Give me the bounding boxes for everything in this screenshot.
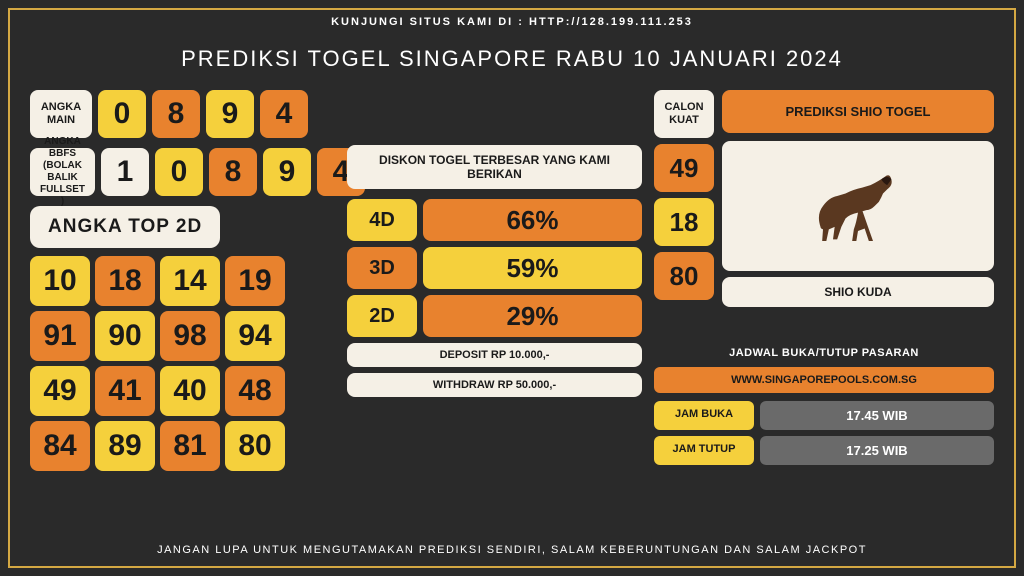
diskon-val-0: 66%	[423, 199, 642, 241]
bbfs-num-0: 1	[101, 148, 149, 196]
top2d-cell-9: 41	[95, 366, 155, 416]
diskon-val-2: 29%	[423, 295, 642, 337]
bbfs-num-1: 0	[155, 148, 203, 196]
angka-main-num-3: 4	[260, 90, 308, 138]
column-right: CALON KUAT 49 18 80 PREDIKSI SHIO TOGEL SH…	[654, 90, 994, 471]
top2d-cell-1: 18	[95, 256, 155, 306]
withdraw-text: WITHDRAW RP 50.000,-	[347, 373, 642, 397]
top2d-cell-11: 48	[225, 366, 285, 416]
angka-main-label: ANGKA MAIN	[30, 90, 92, 138]
jadwal-tutup-row: JAM TUTUP 17.25 WIB	[654, 436, 994, 465]
horse-icon	[808, 161, 908, 251]
bbfs-row: ANGKA BBFS (BOLAK BALIK FULLSET ) 10894	[30, 148, 335, 196]
diskon-key-2: 2D	[347, 295, 417, 337]
shio-title: PREDIKSI SHIO TOGEL	[722, 90, 994, 133]
column-left: ANGKA MAIN 0894 ANGKA BBFS (BOLAK BALIK …	[30, 90, 335, 471]
top2d-cell-3: 19	[225, 256, 285, 306]
deposit-text: DEPOSIT RP 10.000,-	[347, 343, 642, 367]
diskon-label: DISKON TOGEL TERBESAR YANG KAMI BERIKAN	[347, 145, 642, 189]
jam-tutup-value: 17.25 WIB	[760, 436, 994, 465]
top2d-cell-4: 91	[30, 311, 90, 361]
diskon-key-1: 3D	[347, 247, 417, 289]
shio-name: SHIO KUDA	[722, 277, 994, 307]
top2d-cell-2: 14	[160, 256, 220, 306]
jadwal-title: JADWAL BUKA/TUTUP PASARAN	[654, 347, 994, 359]
top2d-cell-6: 98	[160, 311, 220, 361]
top2d-cell-5: 90	[95, 311, 155, 361]
angka-main-num-2: 9	[206, 90, 254, 138]
shio-section: CALON KUAT 49 18 80 PREDIKSI SHIO TOGEL SH…	[654, 90, 994, 307]
shio-image	[722, 141, 994, 271]
bbfs-label: ANGKA BBFS (BOLAK BALIK FULLSET )	[30, 148, 95, 196]
top2d-cell-12: 84	[30, 421, 90, 471]
jadwal-buka-row: JAM BUKA 17.45 WIB	[654, 401, 994, 430]
jadwal-url: WWW.SINGAPOREPOOLS.COM.SG	[654, 367, 994, 393]
jam-buka-label: JAM BUKA	[654, 401, 754, 430]
top2d-label: ANGKA TOP 2D	[30, 206, 220, 248]
angka-main-num-0: 0	[98, 90, 146, 138]
footer-text: JANGAN LUPA UNTUK MENGUTAMAKAN PREDIKSI …	[10, 544, 1014, 556]
content: ANGKA MAIN 0894 ANGKA BBFS (BOLAK BALIK …	[10, 90, 1014, 471]
calon-num-1: 18	[654, 198, 714, 246]
jadwal-section: JADWAL BUKA/TUTUP PASARAN WWW.SINGAPOREP…	[654, 347, 994, 465]
top2d-cell-14: 81	[160, 421, 220, 471]
topbar-text: KUNJUNGI SITUS KAMI DI : HTTP://128.199.…	[10, 10, 1014, 34]
calon-num-2: 80	[654, 252, 714, 300]
top2d-cell-7: 94	[225, 311, 285, 361]
calon-label: CALON KUAT	[654, 90, 714, 138]
calon-column: CALON KUAT 49 18 80	[654, 90, 714, 307]
top2d-cell-13: 89	[95, 421, 155, 471]
bbfs-num-2: 8	[209, 148, 257, 196]
diskon-val-1: 59%	[423, 247, 642, 289]
shio-column: PREDIKSI SHIO TOGEL SHIO KUDA	[722, 90, 994, 307]
top2d-cell-15: 80	[225, 421, 285, 471]
diskon-key-0: 4D	[347, 199, 417, 241]
jam-tutup-label: JAM TUTUP	[654, 436, 754, 465]
diskon-row-0: 4D66%	[347, 199, 642, 241]
diskon-row-2: 2D29%	[347, 295, 642, 337]
main-frame: KUNJUNGI SITUS KAMI DI : HTTP://128.199.…	[8, 8, 1016, 568]
angka-main-row: ANGKA MAIN 0894	[30, 90, 335, 138]
top2d-cell-0: 10	[30, 256, 90, 306]
jam-buka-value: 17.45 WIB	[760, 401, 994, 430]
calon-num-0: 49	[654, 144, 714, 192]
page-title: PREDIKSI TOGEL SINGAPORE RABU 10 JANUARI…	[10, 34, 1014, 90]
diskon-row-1: 3D59%	[347, 247, 642, 289]
top2d-cell-8: 49	[30, 366, 90, 416]
column-middle: DISKON TOGEL TERBESAR YANG KAMI BERIKAN …	[347, 90, 642, 471]
top2d-grid: 10181419 91909894 49414048 84898180	[30, 256, 335, 471]
angka-main-num-1: 8	[152, 90, 200, 138]
top2d-cell-10: 40	[160, 366, 220, 416]
bbfs-num-3: 9	[263, 148, 311, 196]
